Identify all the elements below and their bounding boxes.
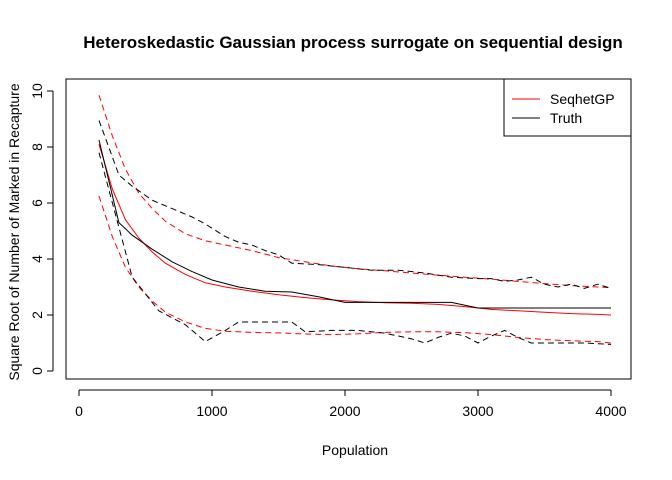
x-tick-label: 2000 bbox=[329, 403, 360, 419]
x-tick-label: 4000 bbox=[595, 403, 626, 419]
chart-title: Heteroskedastic Gaussian process surroga… bbox=[83, 33, 622, 52]
y-tick-label: 0 bbox=[29, 367, 45, 375]
series-line-truth-upper-band bbox=[98, 120, 612, 289]
y-tick-label: 4 bbox=[29, 255, 45, 263]
legend-box bbox=[503, 78, 632, 137]
series-line-seqhetgp-lower-band bbox=[98, 195, 612, 344]
legend-label-seqhetgp: SeqhetGP bbox=[550, 91, 615, 107]
y-tick-label: 8 bbox=[29, 143, 45, 151]
y-tick-label: 10 bbox=[29, 83, 45, 99]
y-axis-label: Square Root of Number of Marked in Recap… bbox=[6, 83, 22, 380]
plot-frame bbox=[65, 78, 632, 380]
series-line-truth-mean bbox=[98, 139, 611, 309]
x-tick-label: 0 bbox=[75, 403, 83, 419]
series-line-truth-lower-band bbox=[98, 152, 612, 345]
x-tick-label: 3000 bbox=[462, 403, 493, 419]
series-layer bbox=[98, 95, 612, 345]
x-axis-label: Population bbox=[322, 442, 388, 458]
x-axis: 0 1000 2000 3000 4000 bbox=[75, 389, 627, 419]
y-axis: 0 2 4 6 8 10 bbox=[29, 83, 54, 375]
series-line-seqhetgp-upper-band bbox=[98, 95, 612, 289]
legend-label-truth: Truth bbox=[550, 110, 582, 126]
series-line-seqhetgp-mean bbox=[98, 144, 612, 316]
legend: SeqhetGP Truth bbox=[503, 78, 632, 137]
y-tick-label: 6 bbox=[29, 199, 45, 207]
x-tick-label: 1000 bbox=[196, 403, 227, 419]
y-tick-label: 2 bbox=[29, 311, 45, 319]
